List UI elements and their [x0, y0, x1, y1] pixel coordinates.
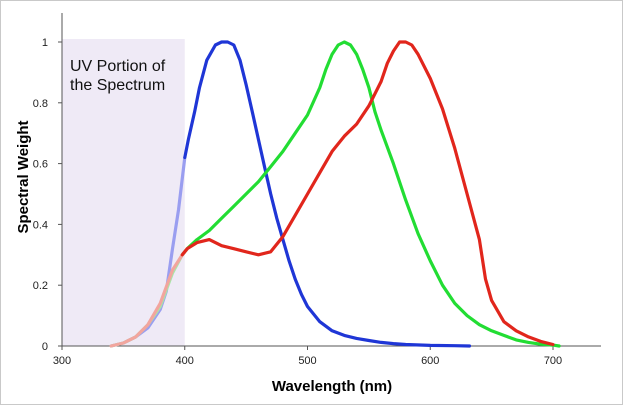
- y-tick-label: 1: [42, 37, 48, 49]
- series-red-line: [180, 40, 555, 347]
- series-blue-line: [183, 40, 472, 348]
- series-layer: [109, 40, 561, 348]
- x-tick-label: 400: [176, 355, 194, 367]
- y-tick-label: 0: [42, 341, 48, 353]
- x-axis-title: Wavelength (nm): [272, 378, 392, 395]
- axes: 300 400 500 600 700 0 0.2 0.4 0.6 0.8 1: [33, 13, 601, 367]
- uv-region-label-line1: UV Portion of: [70, 58, 166, 75]
- x-tick-label: 600: [421, 355, 439, 367]
- labels-layer: UV Portion of the Spectrum Wavelength (nm)…: [15, 58, 392, 395]
- y-axis-title: Spectral Weight: [15, 120, 32, 233]
- y-tick-label: 0.8: [33, 98, 48, 110]
- series-green-line: [180, 40, 561, 348]
- y-tick-label: 0.2: [33, 280, 48, 292]
- x-tick-label: 500: [298, 355, 316, 367]
- series-red-uv-line: [109, 247, 189, 348]
- y-tick-label: 0.6: [33, 159, 48, 171]
- x-tick-label: 300: [53, 355, 71, 367]
- uv-region-label-line2: the Spectrum: [70, 77, 165, 94]
- x-tick-label: 700: [544, 355, 562, 367]
- y-tick-label: 0.4: [33, 219, 48, 231]
